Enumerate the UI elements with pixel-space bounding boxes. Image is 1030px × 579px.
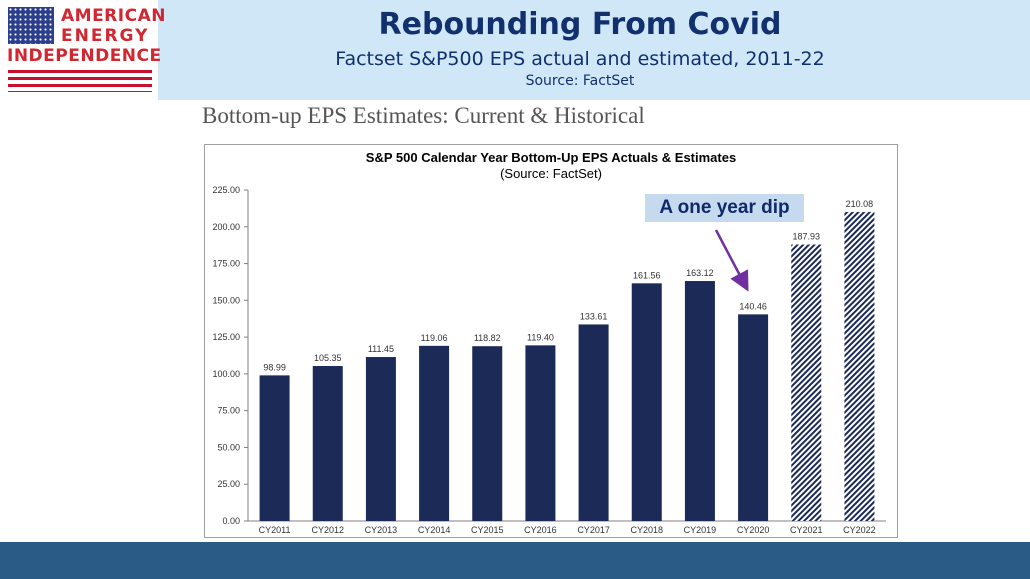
value-label: 119.40	[527, 332, 554, 342]
bar-cy2011	[259, 375, 290, 521]
y-tick-label: 125.00	[212, 332, 240, 342]
value-label: 111.45	[368, 344, 394, 354]
us-flag-icon	[8, 7, 54, 44]
bar-layer	[259, 211, 875, 521]
axis-layer: 0.00 25.00 50.00 75.00 100.00 125.00 150.00 175…	[212, 185, 886, 526]
value-label: 133.61	[580, 311, 608, 321]
bar-cy2016	[525, 345, 556, 521]
value-label: 187.93	[792, 232, 820, 242]
bar-cy2019	[684, 281, 715, 521]
bar-cy2020	[738, 314, 769, 521]
value-label: 140.46	[739, 301, 767, 311]
x-tick-label: CY2021	[790, 525, 823, 535]
bar-cy2017	[578, 324, 609, 521]
slide-subtitle: Factset S&P500 EPS actual and estimated,…	[335, 48, 825, 70]
bar-cy2022	[844, 211, 875, 521]
x-tick-label: CY2018	[630, 525, 663, 535]
value-label: 105.35	[314, 353, 342, 363]
bar-cy2013	[365, 357, 396, 521]
slide-title: Rebounding From Covid	[378, 7, 782, 42]
value-label: 98.99	[263, 362, 286, 372]
bar-cy2012	[312, 366, 343, 521]
y-tick-label: 100.00	[212, 369, 240, 379]
value-label: 118.82	[474, 333, 501, 343]
american-energy-independence-logo: AMERICAN ENERGY INDEPENDENCE	[0, 0, 165, 100]
chart-subtitle: (Source: FactSet)	[500, 166, 602, 181]
y-tick-label: 225.00	[212, 185, 240, 195]
footer-bar	[0, 542, 1030, 579]
dip-arrow	[714, 229, 749, 292]
logo-word-1: AMERICAN	[61, 6, 166, 26]
x-tick-label: CY2016	[524, 525, 557, 535]
x-tick-label: CY2017	[577, 525, 610, 535]
label-layer: 98.99 CY2011 105.35 CY2012 111.45 CY2013 119.0…	[259, 199, 876, 535]
one-year-dip-callout: A one year dip	[645, 194, 804, 222]
value-label: 163.12	[686, 268, 714, 278]
logo-word-2: ENERGY	[61, 26, 150, 46]
flag-canton	[8, 7, 54, 44]
y-tick-label: 75.00	[217, 406, 240, 416]
slide-source: Source: FactSet	[525, 73, 635, 89]
logo-word-3: INDEPENDENCE	[7, 46, 162, 66]
y-tick-label: 200.00	[212, 222, 240, 232]
y-tick-label: 150.00	[212, 295, 240, 305]
bar-cy2015	[472, 346, 503, 521]
x-tick-label: CY2019	[684, 525, 717, 535]
value-label: 119.06	[421, 333, 448, 343]
x-tick-label: CY2020	[737, 525, 770, 535]
bar-cy2014	[419, 345, 450, 521]
chart-title: S&P 500 Calendar Year Bottom-Up EPS Actu…	[365, 150, 737, 165]
title-banner: AMERICAN ENERGY INDEPENDENCE Rebounding …	[0, 0, 1030, 100]
value-label: 161.56	[633, 270, 661, 280]
x-tick-label: CY2014	[418, 525, 451, 535]
logo-stripes	[8, 70, 152, 92]
bar-cy2021	[791, 244, 822, 521]
x-tick-label: CY2013	[365, 525, 398, 535]
y-tick-label: 0.00	[222, 516, 240, 526]
bar-cy2018	[631, 283, 662, 521]
value-label: 210.08	[846, 199, 874, 209]
x-tick-label: CY2022	[843, 525, 876, 535]
x-tick-label: CY2012	[311, 525, 344, 535]
y-tick-label: 25.00	[217, 479, 240, 489]
y-tick-label: 175.00	[212, 259, 240, 269]
y-tick-label: 50.00	[217, 442, 240, 452]
x-tick-label: CY2015	[471, 525, 504, 535]
x-tick-label: CY2011	[259, 525, 291, 535]
section-heading: Bottom-up EPS Estimates: Current & Histo…	[202, 103, 645, 128]
